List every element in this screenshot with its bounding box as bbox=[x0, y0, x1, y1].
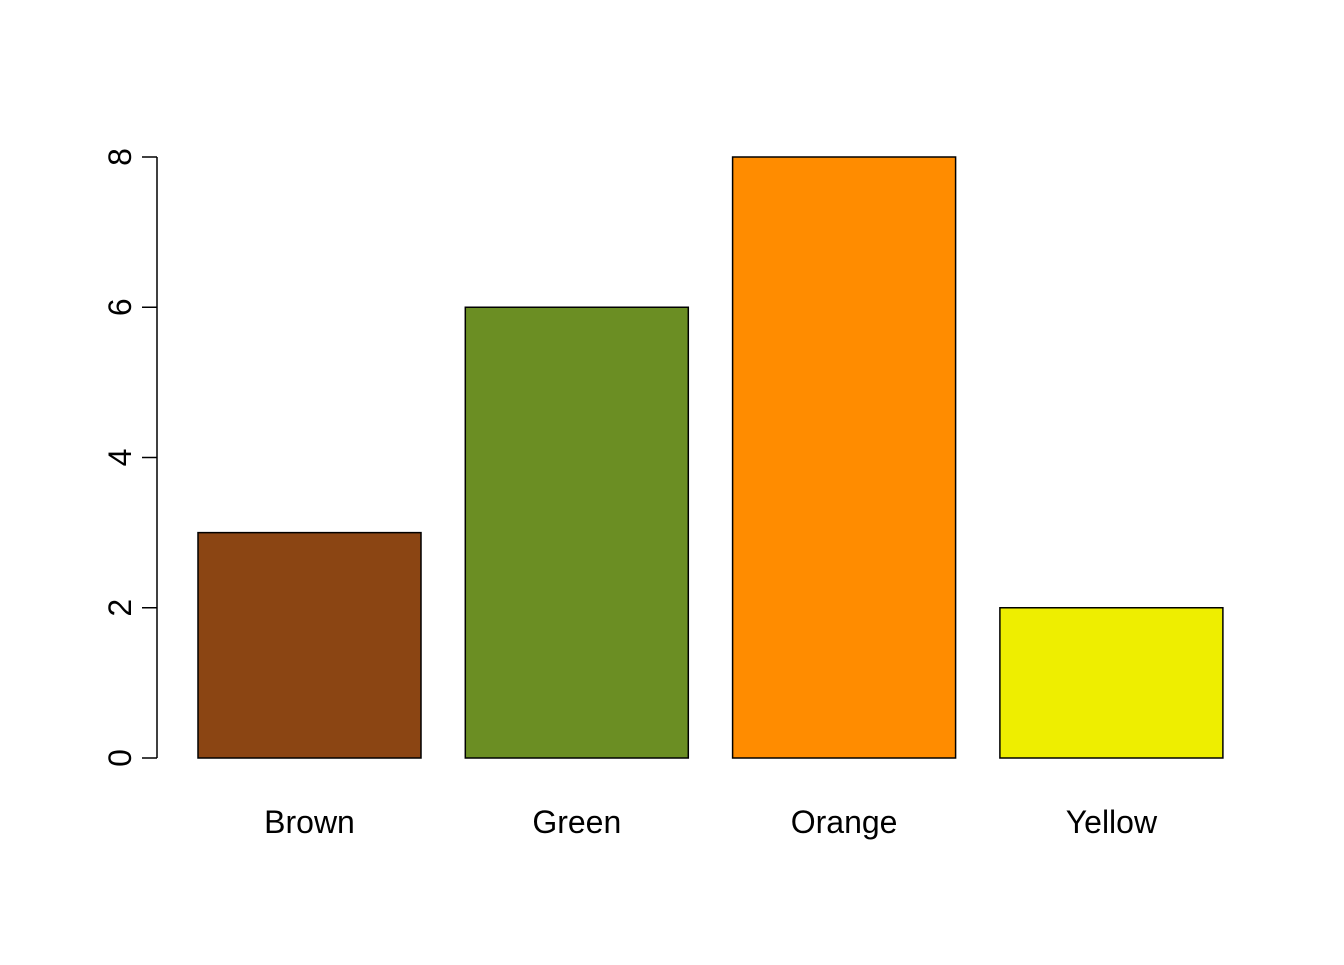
bar-brown bbox=[197, 531, 422, 759]
bars-group bbox=[197, 156, 1224, 759]
x-axis-labels: Brown Green Orange Yellow bbox=[264, 804, 1158, 840]
bar-orange bbox=[731, 156, 957, 759]
y-tick-label: 2 bbox=[102, 599, 138, 617]
y-tick-label: 0 bbox=[102, 749, 138, 767]
bar-green bbox=[464, 306, 690, 759]
y-axis: 0 2 4 6 8 bbox=[102, 148, 158, 767]
y-tick-label: 6 bbox=[102, 298, 138, 316]
x-tick-label: Green bbox=[532, 804, 621, 840]
x-tick-label: Orange bbox=[791, 804, 898, 840]
y-tick-label: 8 bbox=[102, 148, 138, 166]
y-tick-label: 4 bbox=[102, 449, 138, 467]
x-tick-label: Brown bbox=[264, 804, 355, 840]
bar-yellow bbox=[999, 607, 1224, 759]
x-tick-label: Yellow bbox=[1066, 804, 1158, 840]
